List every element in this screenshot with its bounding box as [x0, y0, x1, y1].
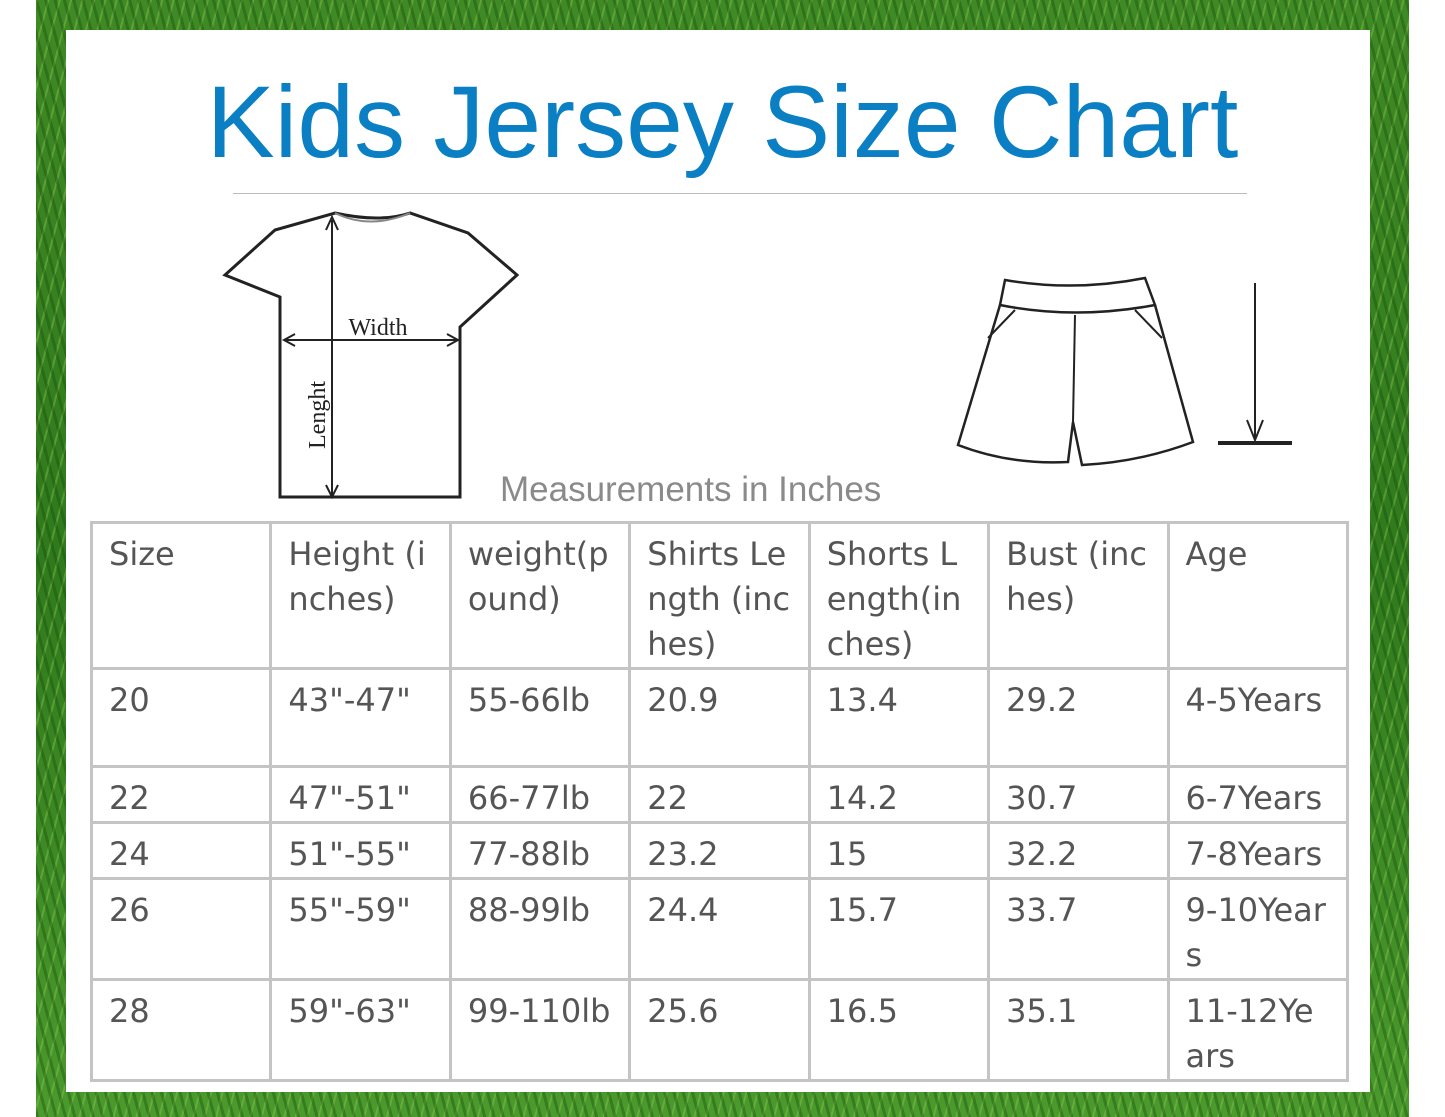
table-cell: weight(pound): [448, 521, 632, 670]
shorts-diagram: [956, 276, 1292, 467]
table-cell: 30.7: [987, 765, 1170, 824]
table-cell: 11-12Years: [1166, 978, 1350, 1082]
table-cell: 22: [628, 765, 811, 824]
shirt-diagram: Width Lenght: [222, 211, 520, 500]
table-cell: 22: [89, 765, 273, 824]
table-row: 26 55"-59" 88-99lb 24.4 15.7 33.7 9-10Years: [89, 877, 1350, 981]
arrow-heads: [325, 214, 339, 500]
table-cell: Bust (inches): [987, 521, 1170, 670]
table-cell: 33.7: [987, 877, 1170, 981]
table-cell: 20.9: [628, 667, 811, 768]
table-cell: Shorts Length(inches): [807, 521, 991, 670]
table-cell: 32.2: [987, 821, 1170, 880]
table-row: 28 59"-63" 99-110lb 25.6 16.5 35.1 11-12Years: [89, 978, 1350, 1082]
table-row: 20 43"-47" 55-66lb 20.9 13.4 29.2 4-5Years: [89, 667, 1350, 768]
table-cell: 20: [89, 667, 273, 768]
table-cell: 55-66lb: [448, 667, 632, 768]
table-cell: 88-99lb: [448, 877, 632, 981]
table-cell: 25.6: [628, 978, 811, 1082]
caption: Measurements in Inches: [500, 470, 882, 509]
table-cell: 77-88lb: [448, 821, 632, 880]
table-cell: 51"-55": [269, 821, 452, 880]
table-cell: 35.1: [987, 978, 1170, 1082]
table-row: 22 47"-51" 66-77lb 22 14.2 30.7 6-7Years: [89, 765, 1350, 824]
arrow-head: [1246, 419, 1264, 443]
table-cell: 13.4: [807, 667, 991, 768]
table-cell: 99-110lb: [448, 978, 632, 1082]
table-cell: 15: [807, 821, 991, 880]
table-cell: 15.7: [807, 877, 991, 981]
table-cell: 24.4: [628, 877, 811, 981]
title: Kids Jersey Size Chart: [206, 65, 1239, 179]
arrow-heads: [281, 333, 461, 347]
table-cell: 24: [89, 821, 273, 880]
collar: [334, 212, 411, 223]
table-cell: 66-77lb: [448, 765, 632, 824]
table-cell: 29.2: [987, 667, 1170, 768]
shirt-outline: [222, 211, 520, 499]
table-row: 24 51"-55" 77-88lb 23.2 15 32.2 7-8Years: [89, 821, 1350, 880]
table-cell: Age: [1166, 521, 1350, 670]
width-label: Width: [348, 315, 407, 341]
table-cell: 16.5: [807, 978, 991, 1082]
table-cell: 14.2: [807, 765, 991, 824]
table-cell: 26: [89, 877, 273, 981]
table-row: Size Height (inches) weight(pound) Shirts L…: [89, 521, 1350, 670]
length-label: Lenght: [305, 381, 331, 449]
table-cell: 23.2: [628, 821, 811, 880]
table-cell: 28: [89, 978, 273, 1082]
seams: [987, 309, 1163, 423]
table-cell: 7-8Years: [1166, 821, 1350, 880]
table-cell: 59"-63": [269, 978, 452, 1082]
table-cell: 9-10Years: [1166, 877, 1350, 981]
table-cell: 55"-59": [269, 877, 452, 981]
table-cell: 47"-51": [269, 765, 452, 824]
table-cell: 4-5Years: [1166, 667, 1350, 768]
table-cell: 6-7Years: [1166, 765, 1350, 824]
size-table: Size Height (inches) weight(pound) Shirts L…: [89, 521, 1350, 1082]
table-cell: Size: [89, 521, 273, 670]
table-cell: Shirts Length (inches): [628, 521, 811, 670]
table-cell: 43"-47": [269, 667, 452, 768]
waistband: [998, 276, 1157, 314]
table-cell: Height (inches): [269, 521, 452, 670]
divider: [233, 193, 1247, 194]
